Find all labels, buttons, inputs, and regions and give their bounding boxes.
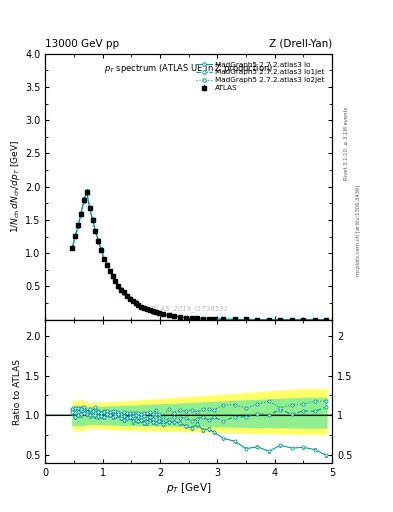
MadGraph5 2.7.2.atlas3 lo2jet	[116, 283, 121, 289]
Text: $p_T$ spectrum (ATLAS UE in Z production): $p_T$ spectrum (ATLAS UE in Z production…	[104, 62, 273, 75]
MadGraph5 2.7.2.atlas3 lo	[116, 284, 121, 290]
Text: ATLAS_2019_I1736531: ATLAS_2019_I1736531	[149, 305, 229, 312]
Line: MadGraph5 2.7.2.atlas3 lo2jet: MadGraph5 2.7.2.atlas3 lo2jet	[71, 189, 328, 322]
MadGraph5 2.7.2.atlas3 lo	[70, 244, 75, 250]
Text: 13000 GeV pp: 13000 GeV pp	[45, 38, 119, 49]
MadGraph5 2.7.2.atlas3 lo1jet	[105, 262, 109, 268]
MadGraph5 2.7.2.atlas3 lo1jet	[70, 245, 75, 251]
MadGraph5 2.7.2.atlas3 lo1jet	[119, 287, 123, 293]
MadGraph5 2.7.2.atlas3 lo1jet	[178, 314, 182, 320]
MadGraph5 2.7.2.atlas3 lo	[312, 316, 317, 323]
Legend: MadGraph5 2.7.2.atlas3 lo, MadGraph5 2.7.2.atlas3 lo1jet, MadGraph5 2.7.2.atlas3: MadGraph5 2.7.2.atlas3 lo, MadGraph5 2.7…	[195, 60, 326, 93]
MadGraph5 2.7.2.atlas3 lo2jet	[105, 261, 109, 267]
MadGraph5 2.7.2.atlas3 lo1jet	[84, 188, 89, 195]
MadGraph5 2.7.2.atlas3 lo2jet	[312, 316, 317, 323]
MadGraph5 2.7.2.atlas3 lo2jet	[70, 245, 75, 251]
Text: mcplots.cern.ch [arXiv:1306.3436]: mcplots.cern.ch [arXiv:1306.3436]	[356, 185, 361, 276]
MadGraph5 2.7.2.atlas3 lo2jet	[324, 316, 329, 323]
MadGraph5 2.7.2.atlas3 lo	[195, 315, 200, 322]
MadGraph5 2.7.2.atlas3 lo1jet	[312, 316, 317, 323]
Text: Rivet 3.1.10, ≥ 3.1M events: Rivet 3.1.10, ≥ 3.1M events	[344, 106, 349, 180]
MadGraph5 2.7.2.atlas3 lo2jet	[195, 315, 200, 322]
Y-axis label: $1/N_\mathrm{ch}\,dN_\mathrm{ch}/dp_T$ [GeV]: $1/N_\mathrm{ch}\,dN_\mathrm{ch}/dp_T$ […	[9, 140, 22, 233]
Line: MadGraph5 2.7.2.atlas3 lo: MadGraph5 2.7.2.atlas3 lo	[71, 191, 328, 322]
MadGraph5 2.7.2.atlas3 lo	[324, 316, 329, 323]
MadGraph5 2.7.2.atlas3 lo	[84, 190, 89, 196]
Text: Z (Drell-Yan): Z (Drell-Yan)	[269, 38, 332, 49]
MadGraph5 2.7.2.atlas3 lo	[178, 314, 182, 320]
MadGraph5 2.7.2.atlas3 lo2jet	[84, 188, 89, 194]
Y-axis label: Ratio to ATLAS: Ratio to ATLAS	[13, 358, 22, 424]
MadGraph5 2.7.2.atlas3 lo1jet	[324, 316, 329, 323]
MadGraph5 2.7.2.atlas3 lo1jet	[195, 315, 200, 322]
MadGraph5 2.7.2.atlas3 lo2jet	[119, 286, 123, 292]
X-axis label: $p_T$ [GeV]: $p_T$ [GeV]	[166, 481, 211, 495]
MadGraph5 2.7.2.atlas3 lo2jet	[178, 314, 182, 320]
MadGraph5 2.7.2.atlas3 lo1jet	[116, 283, 121, 289]
Line: MadGraph5 2.7.2.atlas3 lo1jet: MadGraph5 2.7.2.atlas3 lo1jet	[71, 189, 328, 322]
MadGraph5 2.7.2.atlas3 lo	[119, 287, 123, 293]
MadGraph5 2.7.2.atlas3 lo	[105, 262, 109, 268]
